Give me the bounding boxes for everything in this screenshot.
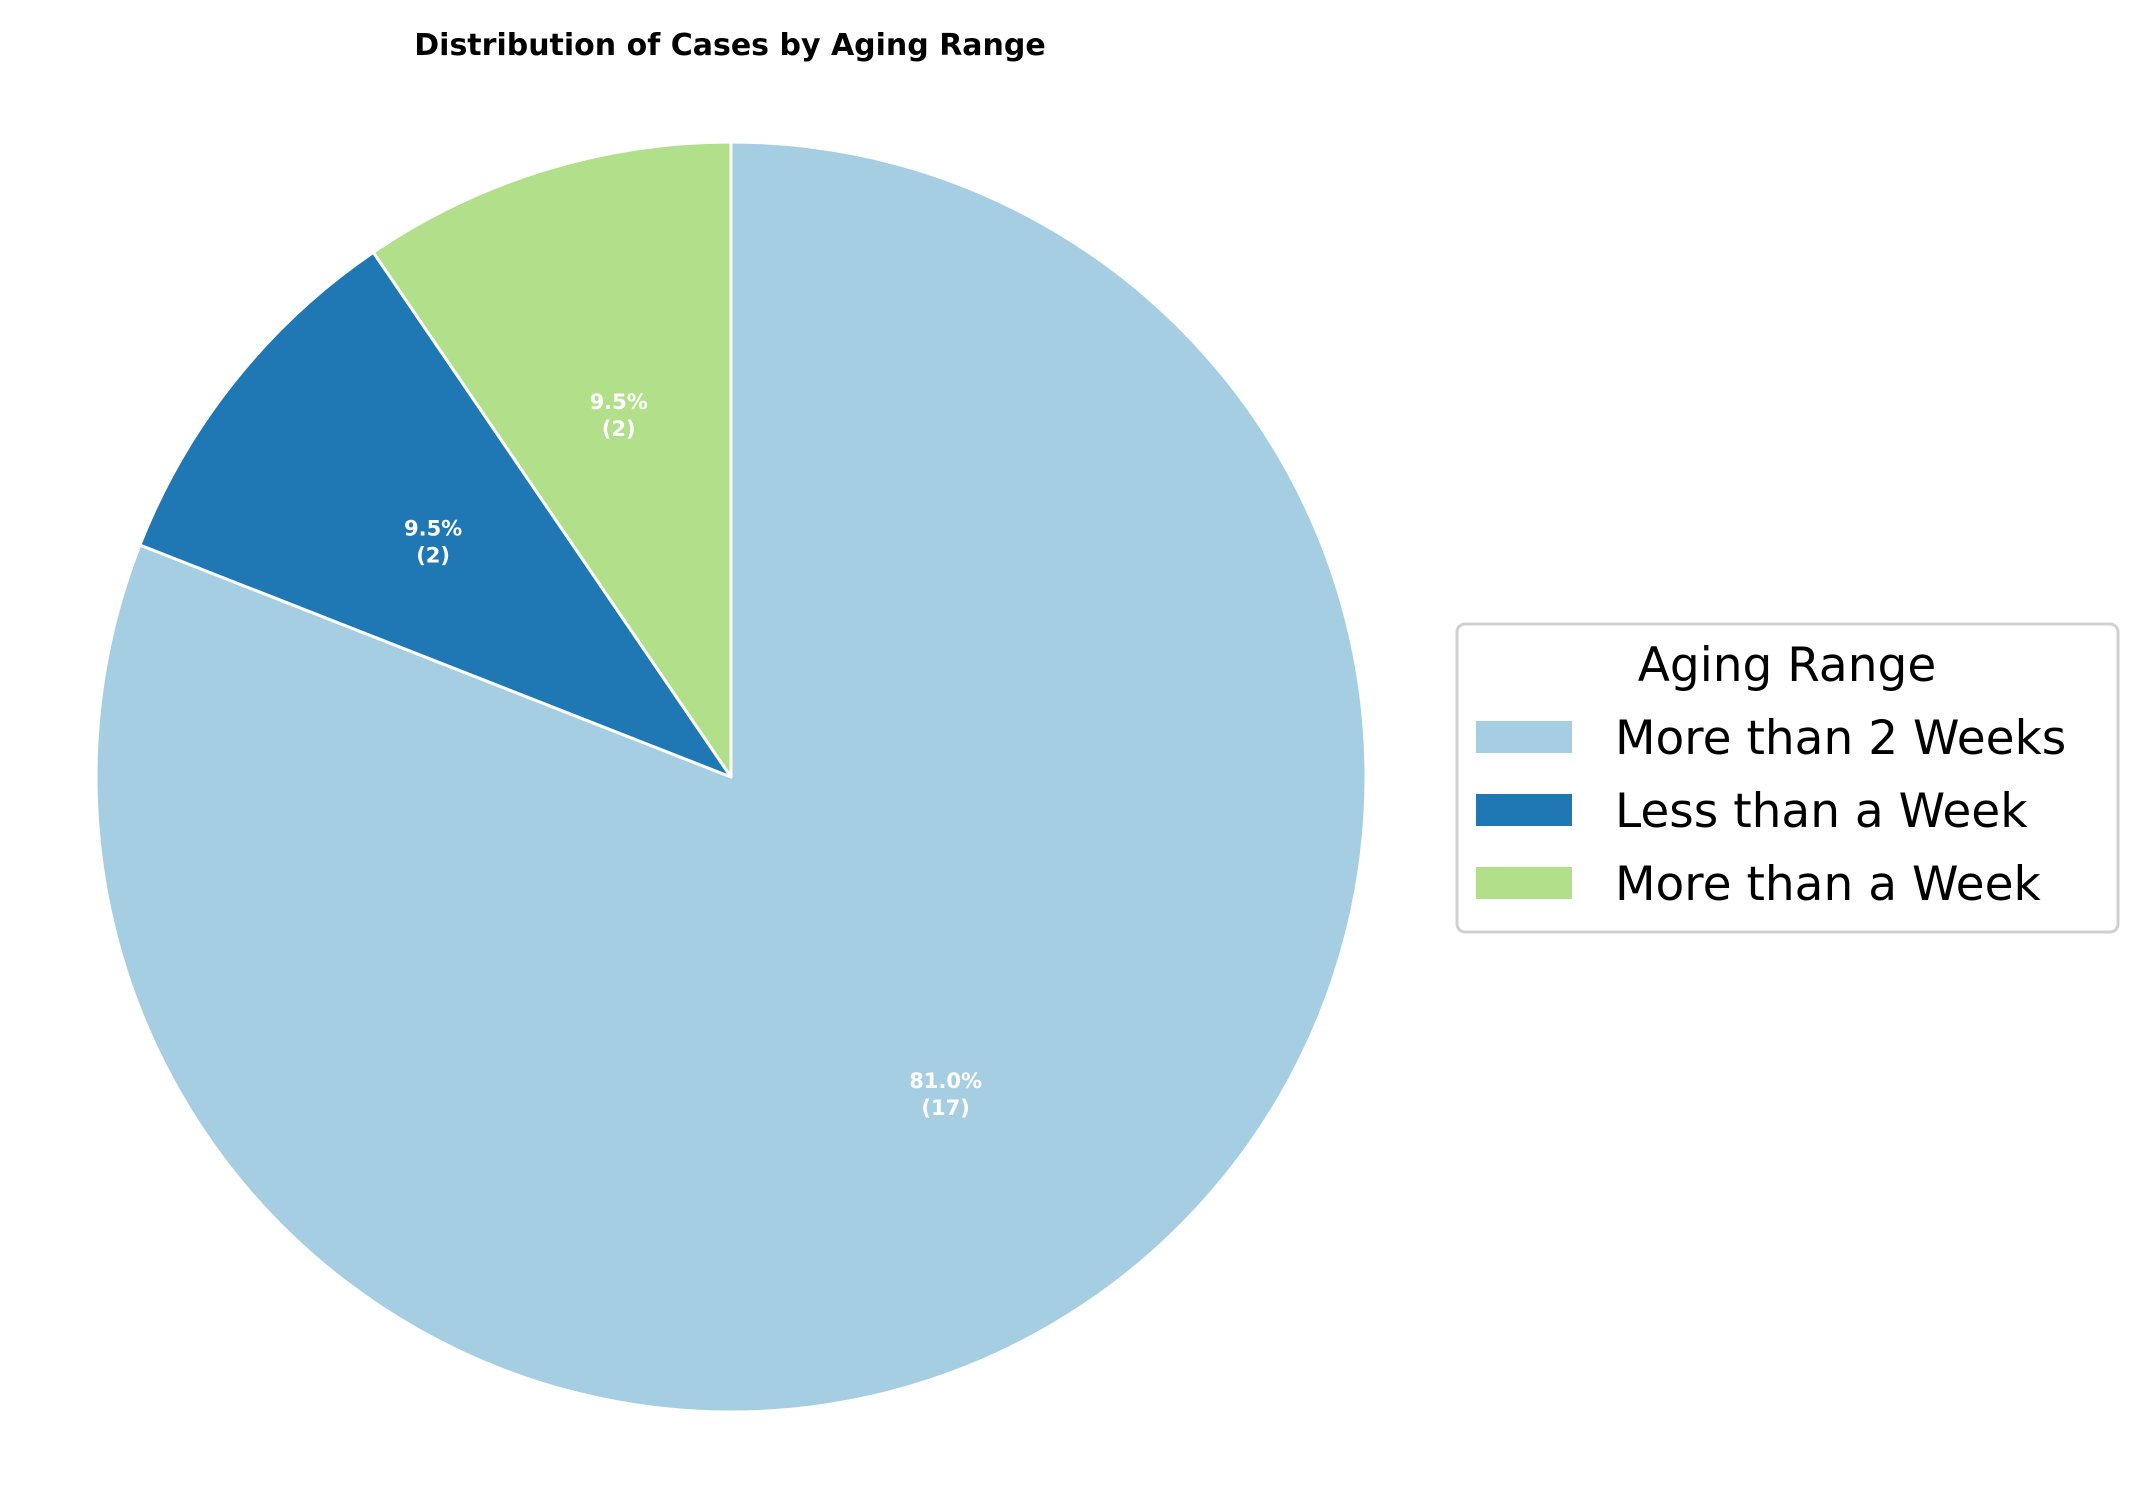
legend-box [1455,622,2120,934]
legend-label-1: More than 2 Weeks [1615,711,2066,766]
chart-title: Distribution of Cases by Aging Range [414,28,1045,63]
legend-swatch-2 [1476,794,1572,826]
pie-slices [94,140,1368,1414]
slice-percent-label-3: 9.5% [590,390,648,414]
pie-slice-3 [371,140,733,779]
legend: Aging Range More than 2 Weeks Less than a… [1455,622,2120,934]
legend-swatch-3 [1476,867,1572,899]
legend-title: Aging Range [1638,638,1937,693]
pie-slice-2 [138,250,733,779]
legend-label-3: More than a Week [1615,857,2041,912]
slice-percent-label-1: 81.0% [909,1069,982,1093]
slice-count-label-1: (17) [921,1096,969,1120]
slice-count-label-3: (2) [602,417,636,441]
slice-count-label-2: (2) [416,543,450,567]
slice-percent-label-2: 9.5% [404,516,462,540]
legend-label-2: Less than a Week [1615,784,2028,839]
slice-labels: 81.0% (17) 9.5% (2) 9.5% (2) [404,390,982,1120]
legend-swatch-1 [1476,721,1572,753]
